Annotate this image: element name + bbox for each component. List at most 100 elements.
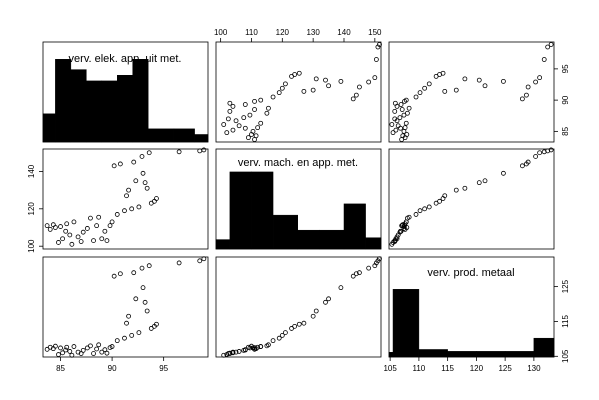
scatter-point-r0-c1-27 <box>353 92 359 98</box>
scatter-point-r1-c0-37 <box>142 180 148 186</box>
y-tick-label-left-mach-1: 120 <box>27 202 36 216</box>
x-tick-label-bottom-prod-5: 130 <box>527 364 541 373</box>
panel-frame-r1-c0 <box>42 148 209 250</box>
scatter-point-r0-c1-10 <box>221 122 227 127</box>
hist-bar-elek-0 <box>42 113 56 143</box>
scatter-point-r1-c2-45 <box>548 147 554 153</box>
scatter-point-r1-c2-33 <box>482 178 488 184</box>
hist-bar-elek-4 <box>101 80 118 143</box>
scatter-point-r1-c2-35 <box>533 154 539 159</box>
scatter-point-r1-c2-19 <box>406 214 412 220</box>
scatter-point-r1-c0-33 <box>133 178 139 184</box>
scatter-point-r0-c2-42 <box>440 70 446 76</box>
hist-bar-elek-6 <box>132 59 149 143</box>
scatter-point-r2-c1-41 <box>292 323 298 329</box>
scatter-point-r2-c1-42 <box>296 321 302 327</box>
scatter-point-r2-c0-11 <box>71 344 77 349</box>
scatter-point-r1-c0-23 <box>107 223 113 229</box>
y-tick-label-left-mach-2: 140 <box>27 164 36 178</box>
diag-label-elek: verv. elek. app. uit met. <box>69 53 182 65</box>
scatter-point-r2-c0-25 <box>111 273 117 279</box>
y-tick-label-right-elek-0: 85 <box>561 126 570 135</box>
scatter-point-r0-c1-8 <box>255 125 261 131</box>
scatter-point-r2-c1-31 <box>279 332 285 338</box>
scatter-point-r0-c1-23 <box>252 98 257 104</box>
scatter-point-r2-c0-42 <box>154 321 159 327</box>
scatter-point-r0-c2-28 <box>417 90 423 96</box>
scatter-point-r1-c0-11 <box>71 219 77 225</box>
scatter-point-r1-c0-18 <box>94 223 100 229</box>
hist-bar-mach-3 <box>272 214 298 250</box>
scatter-point-r0-c1-31 <box>279 85 285 91</box>
scatter-point-r0-c1-7 <box>242 125 248 131</box>
scatter-point-r0-c1-28 <box>276 90 282 96</box>
y-tick-label-right-elek-2: 95 <box>561 64 570 73</box>
scatter-point-r2-c0-22 <box>104 350 110 356</box>
y-tick-label-right-elek-1: 90 <box>561 95 570 104</box>
scatter-point-r2-c0-20 <box>99 349 105 355</box>
scatter-point-r2-c1-27 <box>353 271 359 277</box>
scatter-point-r0-c2-25 <box>519 96 525 102</box>
scatter-point-r0-c1-39 <box>372 75 378 81</box>
scatter-point-r0-c2-31 <box>422 85 428 91</box>
x-tick-label-top-mach-1: 110 <box>245 28 258 37</box>
scatter-point-r2-c0-36 <box>140 285 146 291</box>
scatter-point-r1-c0-35 <box>139 154 145 159</box>
scatter-point-r0-c2-4 <box>390 130 396 136</box>
scatter-point-r0-c2-35 <box>533 79 539 85</box>
scatter-point-r0-c2-39 <box>537 75 543 81</box>
x-tick-label-top-mach-5: 150 <box>368 28 382 37</box>
panel-frame-r2-c0 <box>42 256 209 358</box>
scatter-point-r0-c1-34 <box>282 81 288 87</box>
hist-bar-elek-5 <box>117 75 133 143</box>
scatter-point-r2-c0-14 <box>80 347 86 353</box>
x-tick-label-bottom-prod-1: 110 <box>413 364 426 373</box>
scatter-point-r2-c0-5 <box>58 345 63 351</box>
x-tick-label-bottom-prod-2: 115 <box>441 364 454 373</box>
x-tick-label-bottom-prod-0: 105 <box>383 364 397 373</box>
scatter-point-r0-c2-14 <box>397 115 403 121</box>
scatter-point-r1-c2-37 <box>476 180 482 186</box>
hist-bar-elek-3 <box>86 80 103 143</box>
scatter-point-r1-c0-34 <box>136 204 142 210</box>
scatter-point-r1-c0-32 <box>131 159 137 165</box>
hist-bar-prod-1 <box>392 289 420 358</box>
scatter-point-r1-c0-14 <box>80 229 86 235</box>
scatter-point-r2-c1-23 <box>252 345 257 350</box>
scatter-point-r2-c0-27 <box>117 271 123 277</box>
scatter-point-r2-c1-29 <box>301 320 307 326</box>
scatter-point-r0-c2-32 <box>525 84 531 90</box>
scatter-point-r1-c2-23 <box>402 223 407 229</box>
scatter-point-r1-c2-32 <box>525 159 531 165</box>
scatter-point-r2-c1-22 <box>227 350 233 356</box>
scatter-point-r2-c1-30 <box>310 313 316 319</box>
hist-bar-elek-1 <box>55 59 72 143</box>
scatter-point-r0-c2-24 <box>403 97 409 103</box>
scatter-point-r1-c2-22 <box>392 238 398 243</box>
scatter-point-r0-c1-13 <box>225 116 231 122</box>
x-tick-label-bottom-elek-0: 85 <box>56 364 65 373</box>
scatter-point-r2-c0-6 <box>60 350 65 356</box>
scatter-point-r2-c0-43 <box>176 260 182 266</box>
scatter-point-r0-c1-4 <box>224 130 230 136</box>
scatter-point-r0-c2-30 <box>453 87 459 93</box>
scatter-point-r1-c0-4 <box>56 240 61 245</box>
scatter-point-r2-c1-45 <box>377 256 382 262</box>
scatter-point-r2-c1-20 <box>230 349 236 355</box>
scatter-point-r2-c0-24 <box>109 344 115 349</box>
scatter-point-r0-c1-14 <box>241 115 247 121</box>
panel-frame-r1-c2 <box>388 148 555 250</box>
hist-bar-mach-7 <box>365 237 382 250</box>
scatter-point-r0-c1-9 <box>236 123 242 129</box>
scatter-point-r1-c2-31 <box>422 206 428 212</box>
scatter-point-r1-c2-14 <box>397 229 403 235</box>
scatter-point-r0-c2-22 <box>392 100 398 106</box>
scatter-point-r1-c0-25 <box>111 163 117 169</box>
scatter-point-r0-c2-21 <box>398 102 404 107</box>
hist-bar-prod-4 <box>476 351 506 358</box>
hist-bar-elek-8 <box>173 128 195 143</box>
scatter-point-r1-c0-43 <box>176 149 182 155</box>
scatter-point-r1-c2-24 <box>403 219 409 225</box>
scatter-point-r1-c0-19 <box>96 214 102 220</box>
